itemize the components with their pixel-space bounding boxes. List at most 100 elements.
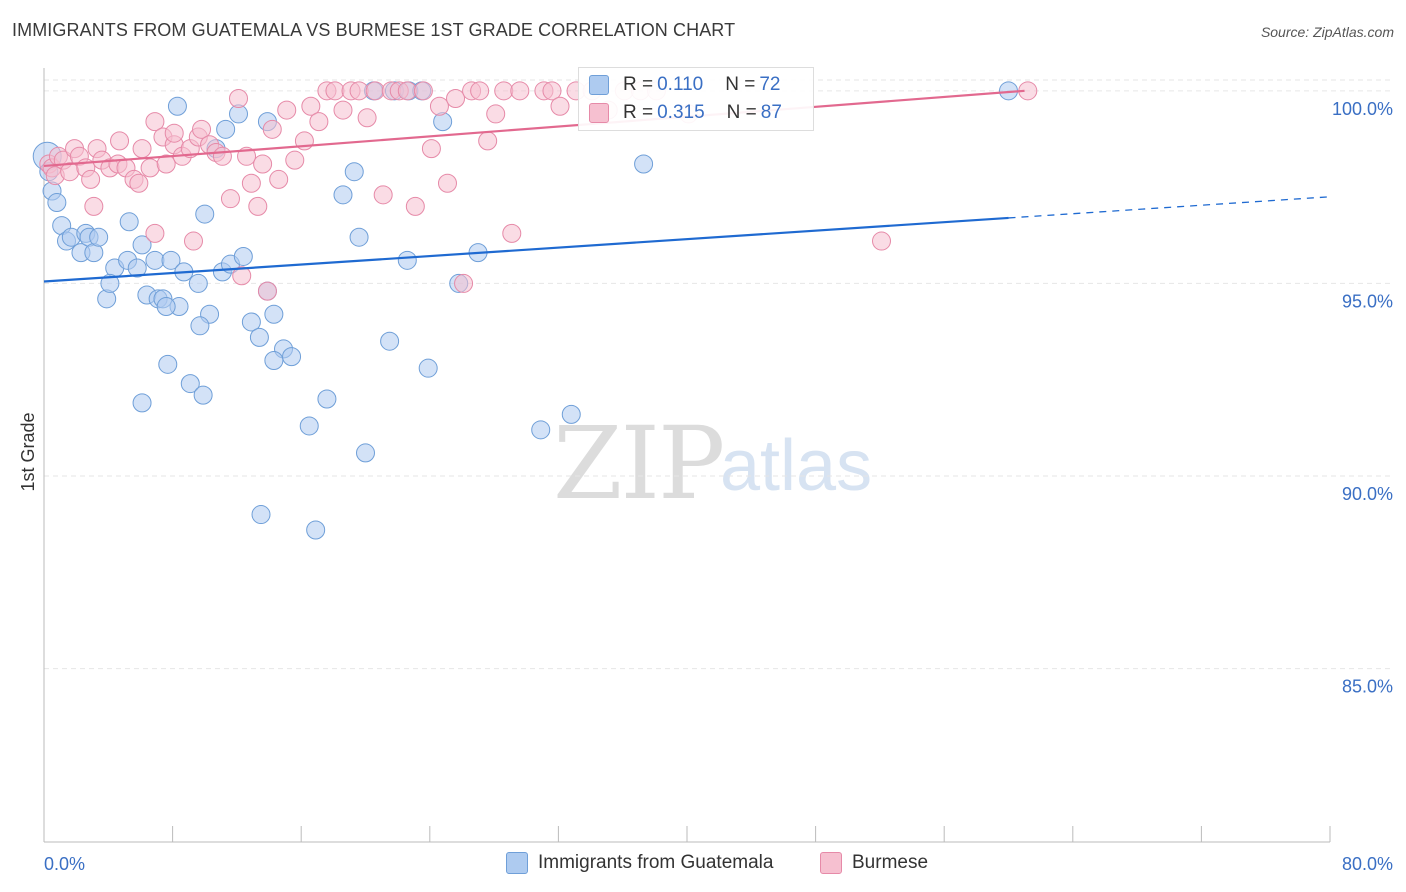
guatemala-point [47, 193, 67, 213]
burmese-swatch [589, 103, 609, 123]
source-label: Source: ZipAtlas.com [1260, 24, 1394, 40]
guatemala-point [188, 273, 208, 293]
r-value: 0.110 [657, 74, 704, 95]
y-tick-label: 90.0% [1342, 484, 1393, 504]
r-value: 0.315 [657, 102, 705, 123]
burmese-point [301, 96, 321, 116]
r-label: R = [623, 102, 654, 123]
guatemala-point [100, 273, 120, 293]
burmese-point [232, 266, 252, 286]
guatemala-point [433, 112, 453, 132]
burmese-point [421, 139, 441, 159]
guatemala-point [167, 96, 187, 116]
guatemala-point [195, 204, 215, 224]
guatemala-point [89, 227, 109, 247]
guatemala-point [264, 350, 284, 370]
guatemala-trendline [43, 216, 1009, 283]
guatemala-point [397, 250, 417, 270]
burmese-point [325, 81, 345, 101]
guatemala-swatch [589, 75, 609, 95]
burmese-point [413, 81, 433, 101]
guatemala-point [216, 119, 236, 139]
y-tick-label: 85.0% [1342, 677, 1393, 697]
burmese-point [478, 131, 498, 151]
watermark-zip: ZIP [553, 405, 725, 522]
guatemala-point [333, 185, 353, 205]
guatemala-trendline-extension [1008, 196, 1331, 219]
legend-item-guatemala[interactable]: Immigrants from Guatemala [506, 852, 773, 874]
x-tick-label: 80.0% [1342, 854, 1393, 874]
burmese-point [542, 81, 562, 101]
r-label: R = [623, 74, 654, 95]
burmese-trendline [43, 89, 1025, 168]
burmese-point [145, 223, 165, 243]
burmese-point [262, 119, 282, 139]
burmese-point [429, 96, 449, 116]
n-value: 87 [760, 102, 782, 123]
y-axis-label: 1st Grade [18, 412, 38, 491]
burmese-point [454, 273, 474, 293]
legend-label: Burmese [852, 852, 929, 873]
burmese-point [510, 81, 530, 101]
guatemala-point [97, 289, 117, 309]
burmese-point [357, 108, 377, 128]
guatemala-point [127, 258, 147, 278]
burmese-point [84, 196, 104, 216]
burmese-point [220, 189, 240, 209]
legend-item-burmese[interactable]: Burmese [820, 852, 928, 874]
guatemala-point [344, 162, 364, 182]
guatemala-point [299, 416, 319, 436]
burmese-point [192, 119, 212, 139]
burmese-point [269, 169, 289, 189]
burmese-point [277, 100, 297, 120]
guatemala-point [193, 385, 213, 405]
guatemala-point [119, 212, 139, 232]
burmese-point [309, 112, 329, 132]
guatemala-legend-swatch [506, 852, 528, 874]
burmese-point [333, 100, 353, 120]
burmese-point [81, 169, 101, 189]
guatemala-point [531, 420, 551, 440]
guatemala-point [190, 316, 210, 336]
guatemala-point [282, 347, 302, 367]
burmese-point [494, 81, 514, 101]
guatemala-point [132, 235, 152, 255]
burmese-point [446, 89, 466, 109]
n-value: 72 [759, 74, 781, 95]
guatemala-point [158, 354, 178, 374]
guatemala-point [180, 374, 200, 394]
watermark-atlas: atlas [720, 426, 873, 506]
burmese-point [285, 150, 305, 170]
guatemala-point [233, 246, 253, 266]
guatemala-point [634, 154, 654, 174]
n-label: N = [725, 74, 756, 95]
guatemala-point [241, 312, 261, 332]
guatemala-point [380, 331, 400, 351]
legend-label: Immigrants from Guatemala [538, 852, 774, 873]
stats-legend: R = 0.110 N = 72 R = 0.315 N = 87 [578, 67, 814, 131]
burmese-point [110, 131, 130, 151]
burmese-point [248, 196, 268, 216]
guatemala-point [145, 250, 165, 270]
guatemala-point [132, 393, 152, 413]
burmese-point [349, 81, 369, 101]
burmese-legend-swatch [820, 852, 842, 874]
y-tick-label: 100.0% [1332, 99, 1393, 119]
burmese-point [129, 173, 149, 193]
burmese-point [502, 223, 522, 243]
series-legend: Immigrants from Guatemala Burmese [0, 852, 1406, 878]
burmese-point [164, 123, 184, 143]
guatemala-point [264, 304, 284, 324]
stats-row-guatemala: R = 0.110 N = 72 [589, 72, 781, 98]
burmese-point [405, 196, 425, 216]
x-tick-label: 0.0% [44, 854, 85, 874]
burmese-point [132, 139, 152, 159]
burmese-point [140, 158, 160, 178]
burmese-point [365, 81, 385, 101]
chart-title: IMMIGRANTS FROM GUATEMALA VS BURMESE 1ST… [12, 20, 736, 40]
burmese-point [373, 185, 393, 205]
guatemala-point [317, 389, 337, 409]
guatemala-point [349, 227, 369, 247]
guatemala-point [161, 250, 181, 270]
guatemala-point [356, 443, 375, 463]
